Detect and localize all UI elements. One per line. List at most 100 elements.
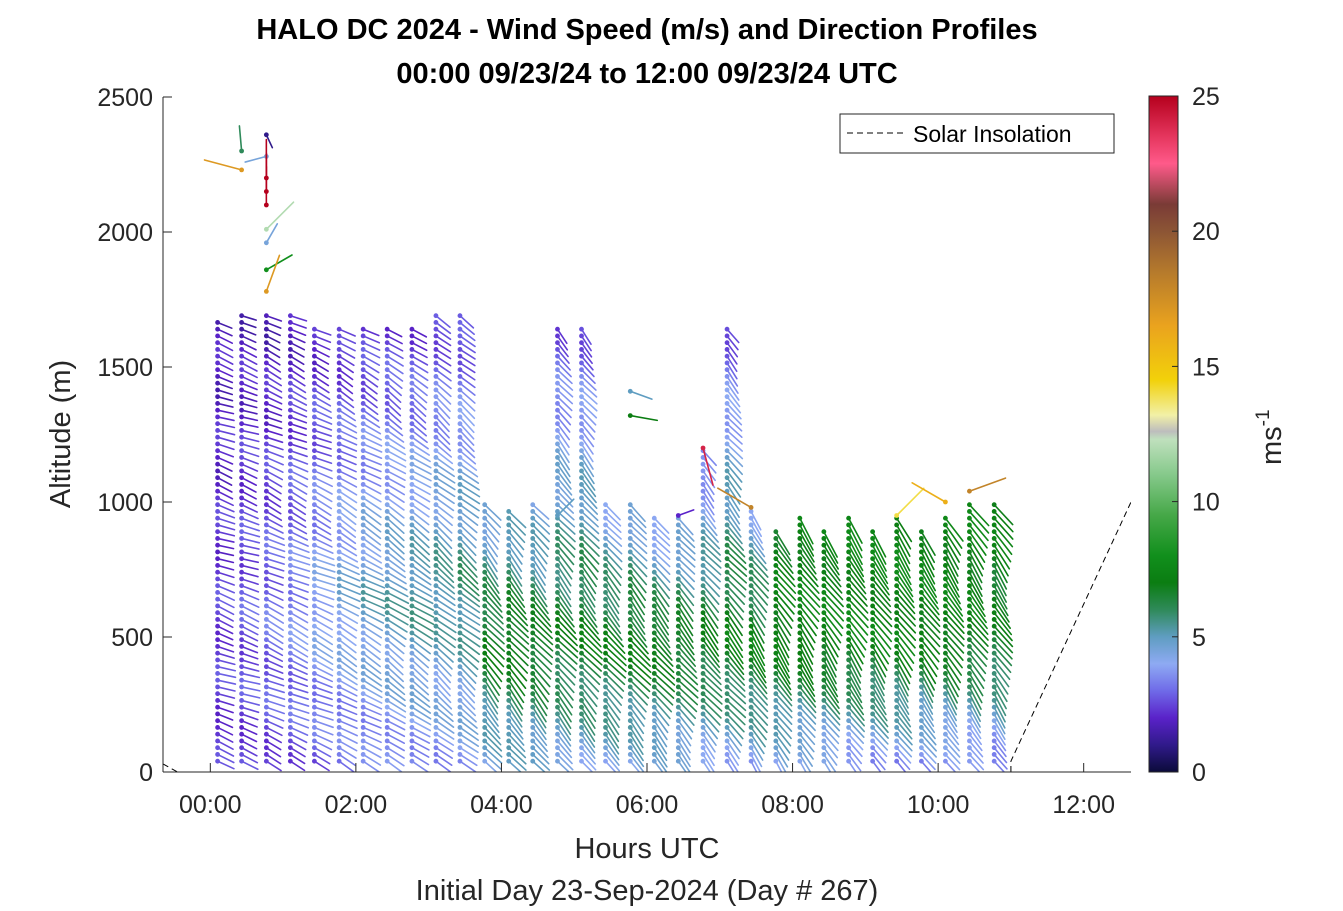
wind-vector-shaft [435,733,455,746]
wind-vector [287,374,306,387]
wind-vector [384,441,406,456]
wind-vector-shaft [435,686,452,704]
wind-vector [433,536,453,557]
wind-vector-shaft [216,483,233,493]
wind-vector-point [433,711,439,717]
wind-vector-point [991,630,997,636]
wind-vector-point [457,596,463,602]
wind-vector-point [555,522,560,528]
wind-vector-point [870,542,876,548]
wind-vector-point [797,752,803,757]
wind-vector-point [215,468,220,474]
wind-vector-point [336,630,342,636]
wind-vector-point [336,333,342,339]
wind-vector-shaft [411,618,434,633]
wind-vector-point [287,718,293,724]
wind-vector-point [651,569,657,575]
wind-vector-point [724,414,730,420]
wind-vector [287,718,310,729]
wind-vector-shaft [265,753,282,765]
wind-vector-point [215,630,220,636]
wind-vector-point [336,590,342,595]
wind-vector-point [555,576,560,582]
wind-vector-point [700,650,706,656]
wind-vector-shaft [338,591,361,603]
wind-vector-point [433,394,439,400]
wind-vector-shaft [362,591,387,603]
wind-vector-point [384,367,390,373]
wind-vector-point [846,698,852,703]
wind-vector-point [482,502,488,508]
wind-vector-point [821,556,827,562]
wind-vector [311,644,334,659]
wind-vector-point [627,664,633,670]
wind-vector-shaft [289,686,309,694]
wind-vector-point [894,542,900,548]
wind-vector-point [409,468,415,474]
wind-vector-point [215,353,220,359]
wind-vector-point [336,745,342,751]
wind-vector [384,495,405,511]
wind-vector-shaft [362,740,382,751]
wind-vector [360,556,383,570]
wind-vector-point [482,725,488,730]
wind-vector-shaft [386,416,403,430]
wind-vector-point [457,758,463,764]
wind-vector-point [724,617,730,622]
wind-vector-point [506,677,512,683]
wind-vector-shaft [362,389,378,402]
wind-vector-point [579,434,584,440]
wind-vector [215,407,235,415]
wind-vector-shaft [313,571,336,580]
wind-vector-shaft [216,348,234,359]
wind-vector [215,367,234,378]
wind-vector-point [239,455,245,460]
wind-vector-shaft [289,409,308,418]
wind-vector [409,738,430,751]
wind-vector-point [457,522,463,528]
wind-vector-point [748,563,754,568]
wind-vector-point [409,596,415,602]
wind-vector-shaft [240,355,258,366]
wind-vector-shaft [386,564,407,579]
wind-vector [433,745,454,759]
wind-vector-point [433,745,439,751]
wind-vector-shaft [435,355,452,367]
wind-vector-shaft [411,395,427,411]
wind-vector-point [239,374,245,379]
wind-vector-shaft [216,510,236,519]
wind-vector-point [967,515,972,521]
wind-vector [336,630,357,647]
wind-vector-point [918,637,924,643]
wind-vector [215,718,234,729]
wind-vector-shaft [289,395,308,406]
wind-vector-point [215,333,220,339]
wind-vector-point [870,718,876,724]
wind-vector-point [239,738,245,744]
wind-vector-point [215,455,220,460]
wind-vector-point [433,387,439,393]
wind-vector-point [700,610,706,616]
wind-vector-point [724,360,730,366]
wind-vector-point [530,758,536,764]
wind-vector [215,326,233,337]
wind-vector-point [700,590,706,595]
wind-vector [215,441,235,451]
wind-vector [360,758,381,772]
wind-vector-point [724,711,730,717]
wind-vector-point [263,360,269,366]
wind-vector [263,704,286,715]
wind-vector-shaft [435,699,453,716]
wind-vector [433,380,452,398]
wind-vector-point [360,623,366,629]
wind-vector [287,333,306,344]
wind-vector [336,583,362,596]
wind-vector-shaft [240,638,259,648]
wind-vector-point [627,502,633,508]
wind-vector [433,677,451,697]
wind-vector-point [433,650,439,656]
wind-vector-point [239,434,245,440]
wind-vector-point [433,556,439,562]
wind-vector-point [457,731,463,737]
wind-vector-point [384,590,390,595]
